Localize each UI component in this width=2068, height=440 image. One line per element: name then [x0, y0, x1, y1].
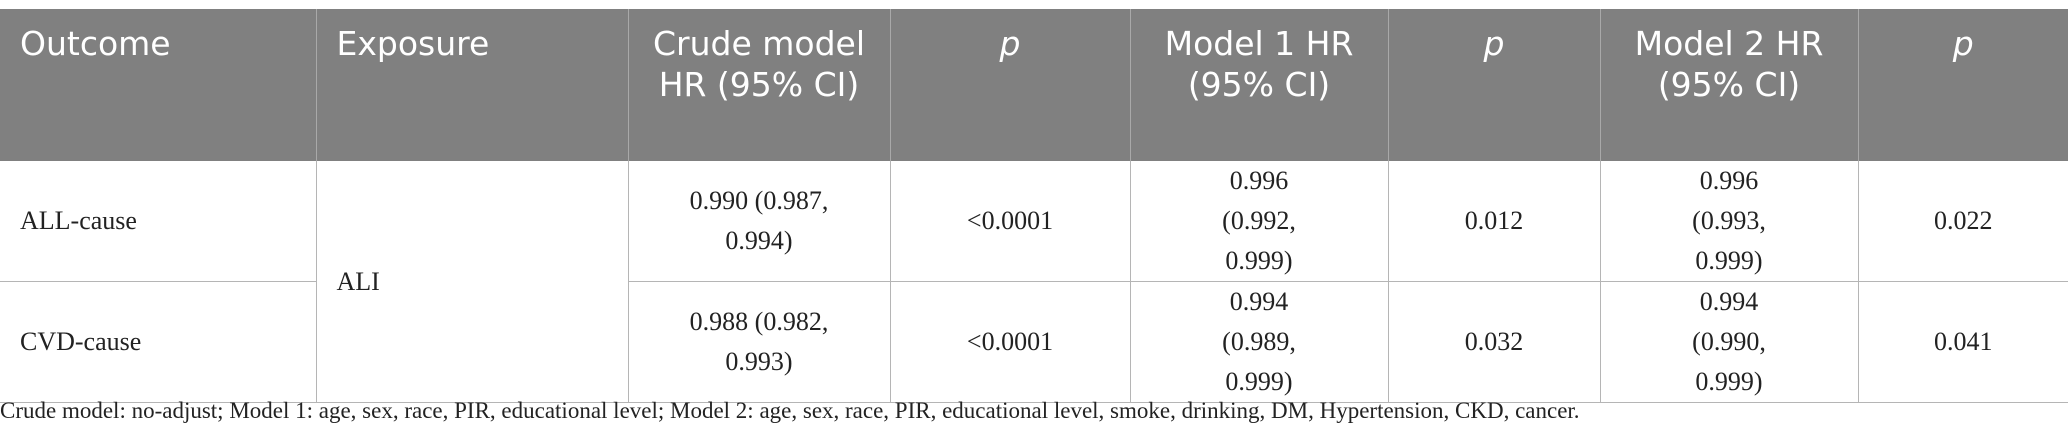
- model1-p-cell: 0.032: [1387, 281, 1600, 403]
- model2-p-cell: 0.041: [1857, 281, 2068, 403]
- model1-hr-cell: 0.994 (0.989, 0.999): [1129, 281, 1388, 403]
- header-model1-hr: Model 1 HR (95% CI): [1129, 9, 1388, 161]
- model1-p-cell: 0.012: [1387, 161, 1600, 282]
- outcome-cell: ALL-cause: [0, 161, 316, 282]
- outcome-cell: CVD-cause: [0, 281, 316, 403]
- header-crude-p: p: [889, 9, 1130, 161]
- header-outcome: Outcome: [0, 9, 316, 161]
- model2-hr-cell: 0.994 (0.990, 0.999): [1599, 281, 1858, 403]
- header-row: Outcome Exposure Crude model HR (95% CI)…: [0, 9, 2068, 161]
- header-model2-hr: Model 2 HR (95% CI): [1599, 9, 1858, 161]
- table-row: CVD-cause 0.988 (0.982, 0.993) <0.0001 0…: [0, 281, 2068, 403]
- header-model2-p: p: [1857, 9, 2068, 161]
- model1-hr-cell: 0.996 (0.992, 0.999): [1129, 161, 1388, 282]
- model2-hr-cell: 0.996 (0.993, 0.999): [1599, 161, 1858, 282]
- table-row: ALL-cause ALI 0.990 (0.987, 0.994) <0.00…: [0, 161, 2068, 403]
- model2-p-cell: 0.022: [1857, 161, 2068, 282]
- exposure-cell: ALI: [315, 161, 628, 403]
- table-footnote: Crude model: no-adjust; Model 1: age, se…: [0, 398, 1580, 423]
- crude-hr-cell: 0.988 (0.982, 0.993): [627, 281, 890, 403]
- crude-p-cell: <0.0001: [889, 281, 1130, 403]
- hazard-ratio-table: Outcome Exposure Crude model HR (95% CI)…: [0, 9, 2068, 403]
- header-crude-hr: Crude model HR (95% CI): [627, 9, 890, 161]
- crude-p-cell: <0.0001: [889, 161, 1130, 282]
- crude-hr-cell: 0.990 (0.987, 0.994): [627, 161, 890, 282]
- header-model1-p: p: [1387, 9, 1600, 161]
- header-exposure: Exposure: [315, 9, 628, 161]
